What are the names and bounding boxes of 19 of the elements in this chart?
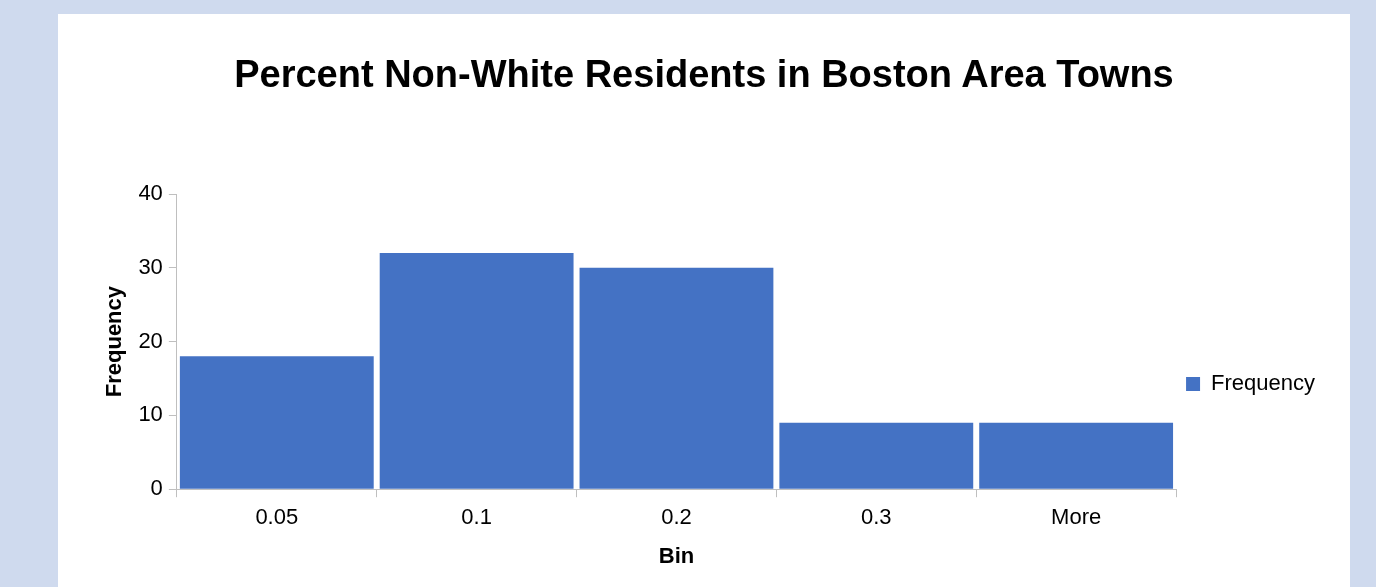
y-axis-title: Frequency: [101, 285, 127, 398]
x-tick-label: 0.3: [861, 504, 892, 530]
x-tick-label: 0.2: [661, 504, 692, 530]
y-tick-label: 40: [138, 180, 163, 206]
bar: [579, 267, 774, 489]
bar: [179, 356, 374, 489]
y-tick-label: 10: [138, 401, 163, 427]
x-tick-label: 0.05: [255, 504, 299, 530]
x-tick-label: More: [1051, 504, 1102, 530]
legend-label: Frequency: [1211, 370, 1316, 396]
y-tick-label: 20: [138, 327, 163, 353]
x-axis-title: Bin: [658, 542, 695, 568]
y-tick-label: 0: [150, 475, 163, 501]
bar: [979, 422, 1174, 489]
x-tick-label: 0.1: [461, 504, 492, 530]
chart-title: Percent Non-White Residents in Boston Area Towns: [234, 52, 1174, 97]
bar: [379, 253, 574, 489]
y-tick-label: 30: [138, 253, 163, 279]
bar: [779, 422, 974, 489]
